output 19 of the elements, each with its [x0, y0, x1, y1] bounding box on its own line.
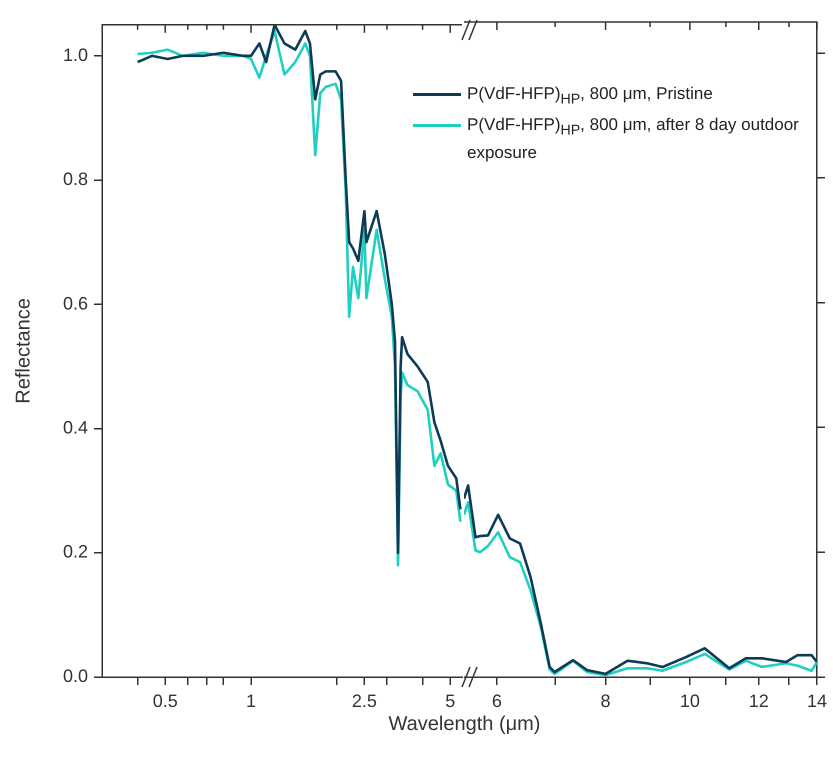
y-axis-title: Reflectance [12, 298, 35, 404]
y-tick-label: 0.0 [62, 666, 88, 686]
text: P(VdF-HFP)$_{HP}$, 800 μm, after 8 day outdoor exposure [467, 115, 799, 162]
x-tick-label: 14 [806, 690, 828, 711]
legend-label: P(VdF-HFP)$_{HP}$, 800 μm, Pristine [467, 83, 714, 110]
x-axis-title: Wavelength (μm) [388, 713, 542, 736]
x-tick-label: 6 [492, 690, 502, 711]
x-tick-label: 8 [600, 690, 611, 711]
y-tick-label: 0.6 [62, 293, 88, 314]
x-tick-label: 5 [445, 690, 456, 711]
y-tick-label: 0.2 [62, 542, 88, 562]
y-tick-label: 0.8 [62, 169, 88, 190]
y-tick-label: 0.4 [62, 418, 88, 438]
x-tick-label: 12 [748, 690, 769, 711]
x-tick-label: 2.5 [352, 690, 377, 711]
x-tick-label: 1 [246, 690, 256, 711]
x-tick-label: 10 [680, 690, 700, 711]
x-tick-label: 0.5 [152, 690, 178, 711]
y-tick-label: 1.0 [62, 44, 88, 65]
